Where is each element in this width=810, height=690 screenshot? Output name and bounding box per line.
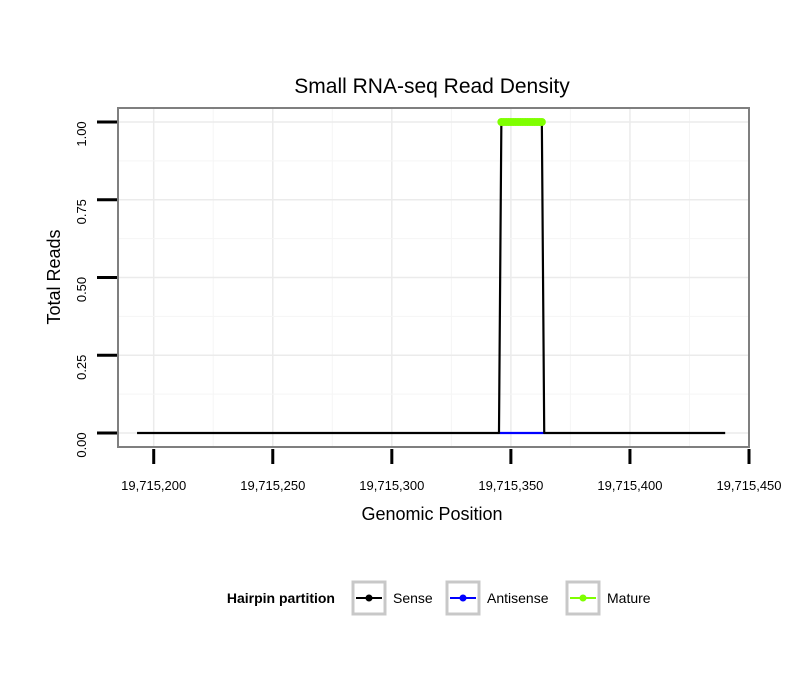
series-layer	[137, 117, 726, 435]
legend: Hairpin partition Sense Antisense Mature	[227, 580, 651, 616]
y-axis-title: Total Reads	[44, 229, 64, 324]
plot-panel-border	[117, 107, 750, 448]
legend-label-antisense: Antisense	[487, 590, 549, 606]
y-tick-label: 0.50	[74, 277, 89, 302]
legend-item-antisense: Antisense	[445, 580, 549, 616]
legend-title: Hairpin partition	[227, 590, 335, 606]
x-tick-label: 19,715,250	[240, 478, 305, 493]
axes: 19,715,200 19,715,250 19,715,300 19,715,350…	[74, 120, 782, 493]
y-tick-label: 0.75	[74, 199, 89, 224]
data-point-mature	[537, 117, 546, 126]
y-tick-label: 1.00	[74, 121, 89, 146]
legend-key-point	[365, 594, 373, 602]
grid	[118, 108, 749, 447]
x-tick-label: 19,715,200	[121, 478, 186, 493]
x-tick-label: 19,715,450	[716, 478, 781, 493]
legend-item-sense: Sense	[351, 580, 433, 616]
x-tick-label: 19,715,300	[359, 478, 424, 493]
x-tick-label: 19,715,350	[478, 478, 543, 493]
chart-title: Small RNA-seq Read Density	[294, 75, 570, 98]
y-tick-label: 0.00	[74, 432, 89, 457]
x-axis-title: Genomic Position	[361, 504, 502, 524]
legend-label-mature: Mature	[607, 590, 651, 606]
x-tick-label: 19,715,400	[597, 478, 662, 493]
legend-key-point	[579, 594, 587, 602]
legend-item-mature: Mature	[565, 580, 651, 616]
y-tick-label: 0.25	[74, 355, 89, 380]
legend-key-point	[459, 594, 467, 602]
legend-label-sense: Sense	[393, 590, 433, 606]
